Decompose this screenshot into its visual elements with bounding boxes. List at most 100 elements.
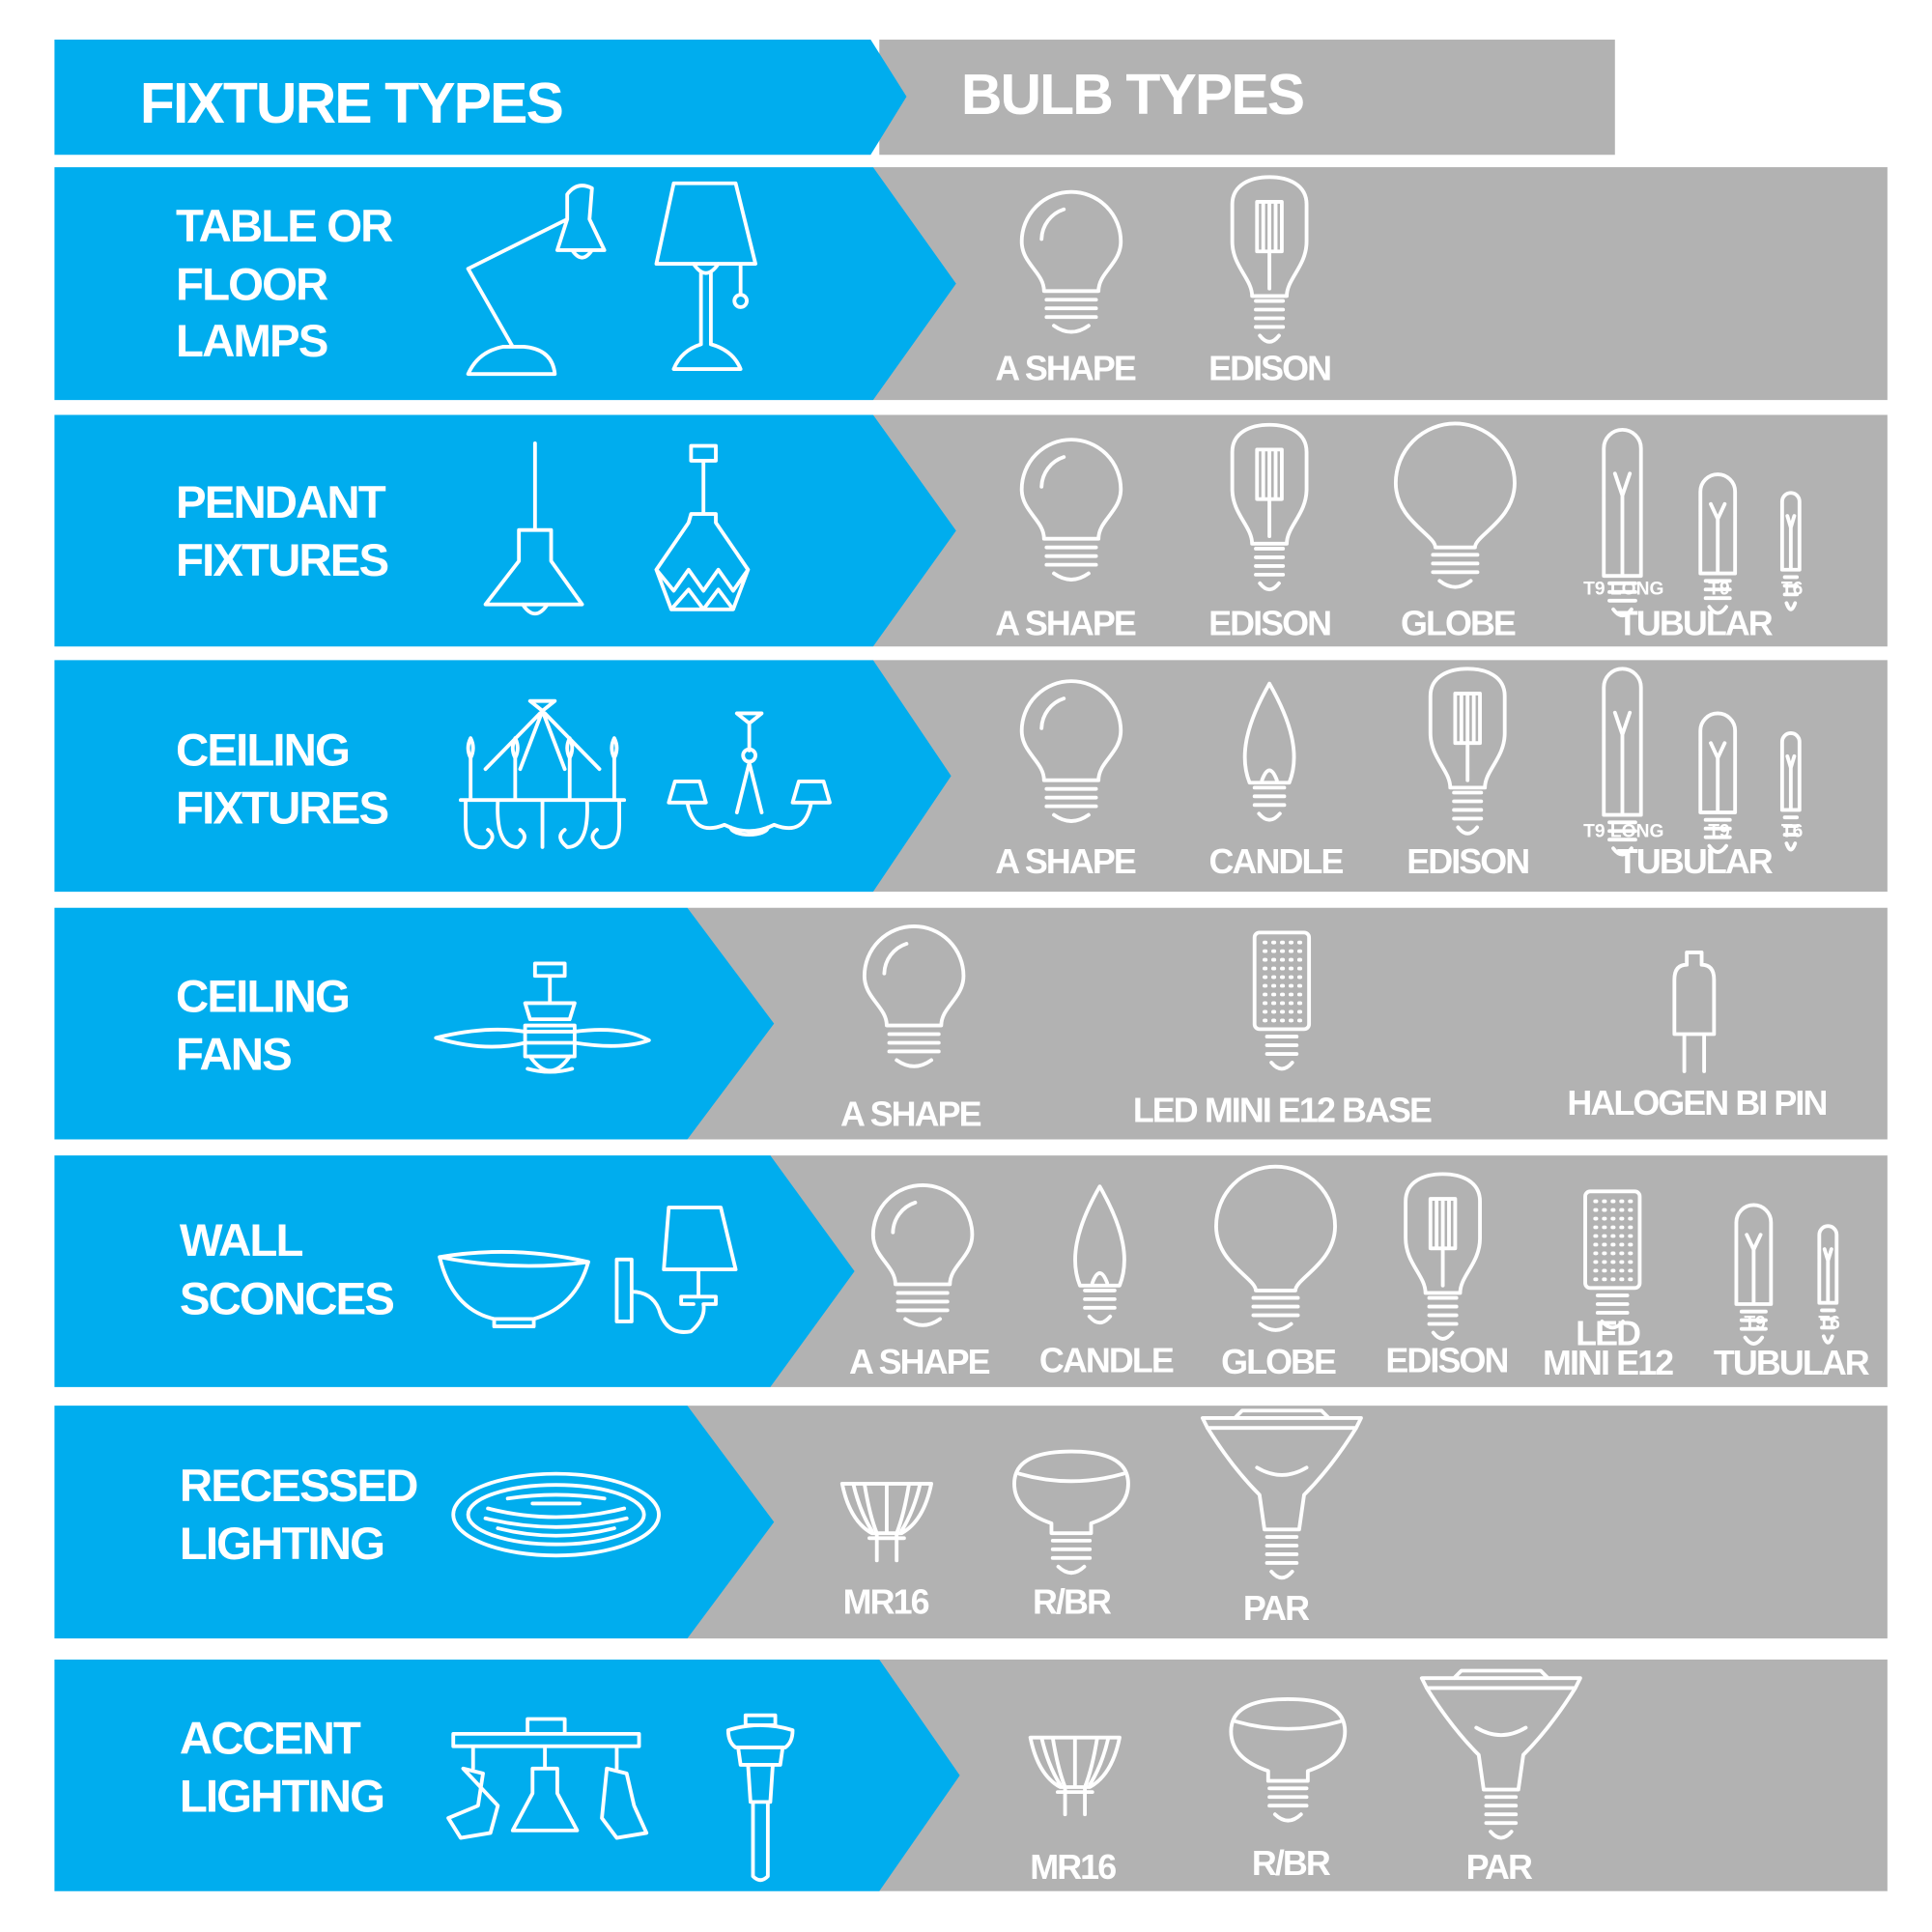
tubular-size-label: T9 — [1708, 822, 1729, 842]
row-2: PENDANT FIXTURES A SHAPE EDISON GLOBE T9 LONG… — [176, 421, 1803, 643]
bulb-label: EDISON — [1385, 1342, 1507, 1380]
edison-bulb-icon — [1230, 422, 1309, 592]
recessed-light-icon — [451, 1471, 661, 1558]
bulb-label: R/BR — [1033, 1583, 1112, 1622]
halogen-bipin-bulb-icon — [1672, 950, 1717, 1073]
bulb-label: MR16 — [843, 1583, 929, 1622]
ceiling-fan-icon — [434, 961, 651, 1074]
bulb-label: PAR — [1243, 1589, 1310, 1628]
a-shape-bulb-icon — [1019, 679, 1123, 823]
fixture-label: TABLE OR — [176, 201, 393, 252]
a-shape-bulb-icon — [862, 924, 966, 1068]
bulb-label: LED MINI E12 BASE — [1133, 1092, 1432, 1130]
fixture-label: WALL — [180, 1215, 303, 1266]
tubular-size-label: T9 LONG — [1583, 822, 1663, 842]
fixture-band — [54, 167, 956, 401]
rbr-bulb-icon — [1229, 1697, 1348, 1823]
fixture-label: RECESSED — [180, 1461, 417, 1512]
fixture-label: FANS — [176, 1030, 291, 1081]
fixture-header-band — [54, 40, 907, 156]
bulb-label: A SHAPE — [840, 1094, 981, 1133]
mr16-bulb-icon — [839, 1481, 934, 1563]
tubular-bulb-icon — [1779, 491, 1802, 611]
fixture-band — [54, 660, 952, 893]
row-1: TABLE OR FLOOR LAMPS A SHAPE EDISON — [176, 175, 1332, 388]
tubular-size-label: T9 LONG — [1583, 579, 1663, 599]
fixture-types-title: FIXTURE TYPES — [140, 72, 563, 135]
fixture-band — [54, 907, 775, 1140]
rbr-bulb-icon — [1012, 1449, 1130, 1576]
bulb-label: TUBULAR — [1617, 605, 1774, 643]
fixture-label: LAMPS — [176, 316, 327, 367]
bands — [54, 40, 1888, 1891]
small-chandelier-icon — [667, 711, 832, 837]
candle-bulb-icon — [1073, 1184, 1126, 1325]
tubular-size-label: T9 — [1744, 1314, 1765, 1334]
bulb-label: LED — [1576, 1314, 1640, 1352]
a-shape-bulb-icon — [1019, 189, 1123, 334]
bulb-label: HALOGEN BI PIN — [1567, 1084, 1826, 1122]
table-lamp-icon — [654, 181, 757, 371]
candle-bulb-icon — [1242, 681, 1296, 822]
chandelier-icon — [459, 698, 627, 850]
bulb-label: A SHAPE — [849, 1343, 990, 1381]
bulb-label: EDISON — [1406, 842, 1528, 881]
bulb-label: EDISON — [1208, 605, 1330, 643]
tubular-size-label: T6 — [1781, 822, 1803, 842]
bulb-label: A SHAPE — [995, 350, 1136, 388]
tubular-size-label: T6 — [1781, 579, 1803, 599]
bulb-label: EDISON — [1208, 350, 1330, 388]
tubular-bulb-icon — [1734, 1203, 1774, 1346]
row-5: WALL SCONCES A SHAPE CANDLE GLOBE EDISON LEDMI… — [180, 1164, 1872, 1382]
bulb-label: MINI E12 — [1543, 1344, 1673, 1382]
bulb-label: GLOBE — [1221, 1343, 1336, 1381]
fixture-band — [54, 1659, 960, 1891]
fixture-band — [54, 1155, 855, 1387]
fixture-label: FLOOR — [176, 259, 328, 310]
led-corn-bulb-icon — [1252, 930, 1312, 1071]
edison-bulb-icon — [1428, 667, 1507, 836]
fixture-label: SCONCES — [180, 1273, 393, 1324]
bulb-label: PAR — [1466, 1848, 1533, 1887]
fixture-label: PENDANT — [176, 477, 386, 528]
bulb-band — [770, 1155, 1888, 1387]
shade-sconce-icon — [614, 1206, 738, 1334]
edison-bulb-icon — [1404, 1172, 1482, 1341]
bulb-label: CANDLE — [1209, 842, 1344, 881]
bulb-label: TUBULAR — [1617, 842, 1774, 881]
row-4: CEILING FANS A SHAPE LED MINI E12 BASE HALOG… — [176, 924, 1828, 1133]
fixture-band — [54, 414, 956, 647]
bulb-label: MR16 — [1030, 1848, 1116, 1887]
fixture-label: ACCENT — [180, 1713, 361, 1764]
par-bulb-icon — [1419, 1668, 1582, 1840]
desk-lamp-icon — [466, 184, 607, 377]
row-7: ACCENT LIGHTING MR16 R/BR PAR — [180, 1668, 1582, 1887]
globe-bulb-icon — [1393, 421, 1517, 589]
tubular-bulb-icon — [1779, 731, 1802, 852]
track-light-icon — [446, 1717, 649, 1840]
bulb-label: GLOBE — [1401, 605, 1516, 643]
tubular-bulb-icon — [1817, 1224, 1839, 1345]
rows: TABLE OR FLOOR LAMPS A SHAPE EDISON PENDANT FI… — [176, 175, 1872, 1887]
a-shape-bulb-icon — [1019, 438, 1123, 582]
bowl-sconce-icon — [438, 1250, 590, 1329]
mr16-bulb-icon — [1028, 1735, 1122, 1817]
globe-bulb-icon — [1214, 1164, 1337, 1332]
tubular-bulb-icon — [1602, 428, 1643, 618]
edison-bulb-icon — [1230, 175, 1309, 344]
cone-pendant-icon — [483, 441, 584, 616]
geometric-pendant-icon — [654, 443, 751, 611]
bulb-label: R/BR — [1252, 1844, 1331, 1883]
par-bulb-icon — [1200, 1408, 1363, 1580]
fixture-label: LIGHTING — [180, 1519, 384, 1570]
fixture-band — [54, 1406, 775, 1639]
bulb-types-title: BULB TYPES — [961, 64, 1304, 127]
tubular-bulb-icon — [1698, 472, 1738, 615]
bulb-label: A SHAPE — [995, 842, 1136, 881]
a-shape-bulb-icon — [870, 1183, 975, 1327]
row-3: CEILING FIXTURES A SHAPE CANDLE EDISON T9 LON… — [176, 667, 1803, 881]
tubular-size-label: T9 — [1708, 579, 1729, 599]
bulb-label: TUBULAR — [1714, 1344, 1870, 1382]
row-6: RECESSED LIGHTING MR16 R/BR PAR — [180, 1408, 1363, 1628]
